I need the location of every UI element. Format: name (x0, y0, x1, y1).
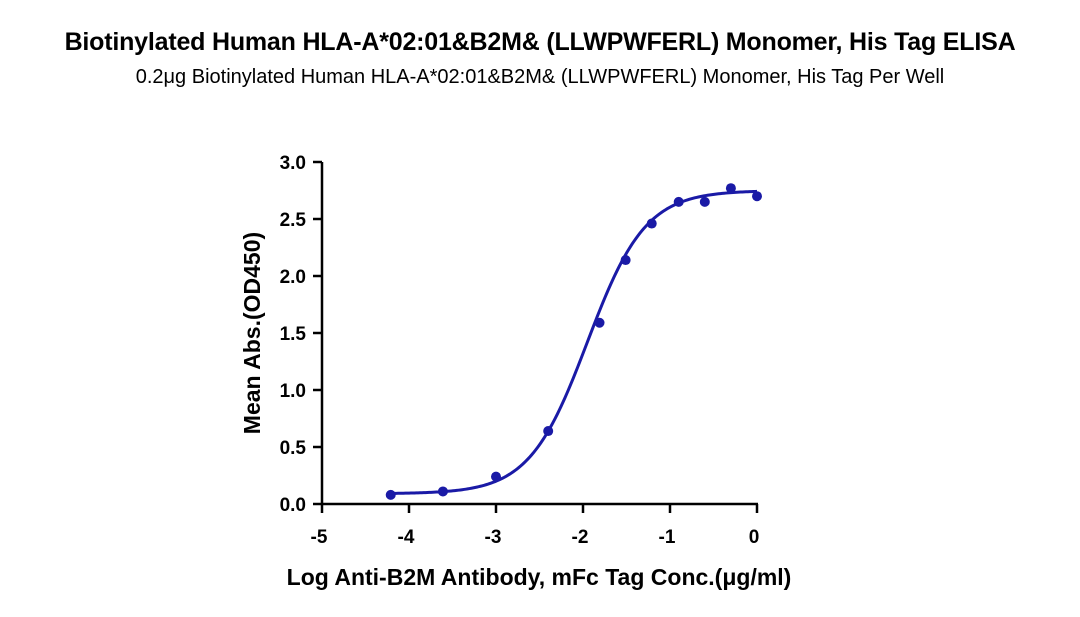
y-tick-label: 1.5 (280, 324, 307, 345)
fit-curve-group (390, 189, 758, 495)
data-point (646, 218, 657, 229)
x-tick-label: -2 (572, 527, 589, 548)
data-point (491, 471, 501, 482)
data-point (752, 191, 762, 202)
data-point (385, 489, 396, 500)
x-tick-label: -3 (485, 527, 502, 548)
axes: 0.0 0.5 1.0 1.5 2.0 2.5 3.0 -5 -4 -3 -2 -1 0 (280, 153, 760, 548)
data-point (543, 426, 554, 437)
x-tick-label: -4 (398, 527, 415, 548)
y-tick-label: 0.5 (280, 438, 307, 459)
data-point (673, 196, 684, 207)
data-point (620, 255, 631, 266)
x-axis-label: Log Anti-B2M Antibody, mFc Tag Conc.(μg/… (287, 564, 792, 590)
y-tick-label: 3.0 (280, 153, 306, 174)
x-tick-label: 0 (749, 527, 760, 548)
data-point (699, 196, 710, 207)
y-tick-label: 2.5 (280, 210, 307, 231)
chart-title: Biotinylated Human HLA-A*02:01&B2M& (LLW… (64, 28, 1016, 56)
data-point (725, 183, 736, 194)
y-tick-label: 1.0 (280, 381, 306, 402)
y-axis-label: Mean Abs.(OD450) (239, 232, 265, 434)
x-tick-label: -1 (659, 527, 676, 548)
chart-subtitle: 0.2μg Biotinylated Human HLA-A*02:01&B2M… (135, 66, 945, 88)
fit-curve (390, 189, 758, 495)
y-tick-label: 2.0 (280, 267, 306, 288)
data-points (385, 183, 762, 500)
data-point (437, 486, 448, 497)
data-point (594, 317, 605, 328)
y-tick-label: 0.0 (280, 495, 306, 516)
x-tick-label: -5 (311, 527, 328, 548)
